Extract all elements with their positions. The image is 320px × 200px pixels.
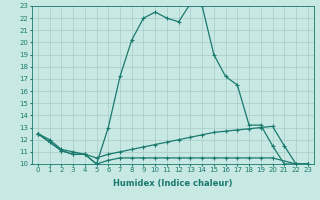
X-axis label: Humidex (Indice chaleur): Humidex (Indice chaleur) bbox=[113, 179, 233, 188]
